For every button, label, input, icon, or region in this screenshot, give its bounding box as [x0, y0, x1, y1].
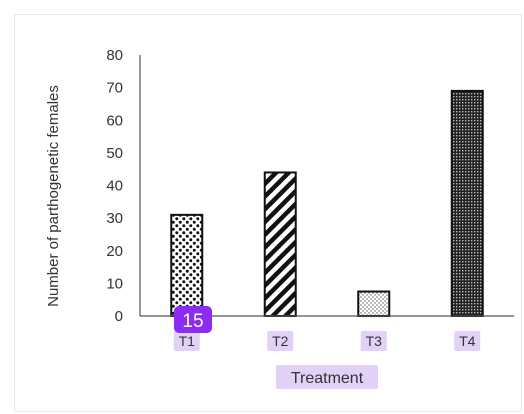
bar-t3 [357, 290, 391, 317]
x-tick-highlight [454, 331, 481, 351]
x-tick-highlight [267, 331, 294, 351]
y-tick-label: 60 [106, 112, 123, 129]
y-tick-label: 40 [106, 178, 123, 195]
annotation-badge-label: 15 [182, 311, 203, 332]
bar-t2 [263, 171, 297, 317]
bar-t1 [170, 213, 204, 317]
bar-t4 [450, 89, 484, 317]
y-tick-label: 30 [106, 210, 123, 227]
y-tick-label: 0 [115, 308, 123, 325]
bars [170, 89, 484, 317]
x-tick-highlight [173, 331, 200, 351]
annotation-badge: 15 [174, 306, 212, 333]
x-tick-label-t1: T1 [179, 333, 196, 349]
y-tick-label: 70 [106, 80, 123, 97]
x-axis-title-highlight [276, 365, 378, 389]
x-axis-title: Treatment [291, 370, 364, 387]
x-tick-label-t4: T4 [459, 333, 476, 349]
x-tick-label-t2: T2 [272, 333, 289, 349]
x-tick-label-t3: T3 [366, 333, 383, 349]
y-tick-label: 50 [106, 145, 123, 162]
y-tick-label: 20 [106, 243, 123, 260]
annotation-badge-box [174, 306, 212, 333]
x-tick-highlight [360, 331, 387, 351]
y-axis-title: Number of parthogenetic females [45, 85, 62, 307]
y-axis: 0 10 20 30 40 50 60 70 80 [106, 47, 141, 325]
y-tick-label: 10 [106, 275, 123, 292]
y-tick-label: 80 [106, 47, 123, 64]
